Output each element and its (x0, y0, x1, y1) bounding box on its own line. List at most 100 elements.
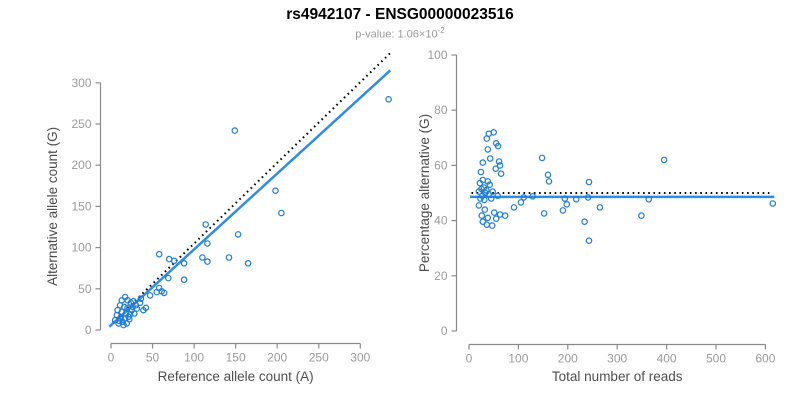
data-point (645, 196, 653, 203)
data-point (160, 289, 168, 297)
data-point (170, 257, 178, 265)
data-point (385, 96, 392, 103)
y-axis-title: Alternative allele count (G) (45, 127, 60, 286)
x-tick-label: 200 (267, 351, 287, 365)
x-axis-title: Total number of reads (552, 369, 683, 384)
data-point (494, 142, 502, 150)
data-point (133, 305, 141, 312)
data-point (478, 212, 486, 219)
data-point (118, 308, 126, 316)
data-point (501, 212, 509, 219)
data-point (121, 303, 128, 311)
data-point (581, 218, 588, 226)
data-point (120, 321, 127, 329)
data-point (486, 181, 494, 189)
data-point (477, 168, 485, 176)
data-point (137, 295, 145, 303)
data-point (146, 292, 154, 299)
data-point (510, 204, 518, 211)
data-point (204, 258, 211, 265)
data-point (136, 299, 144, 307)
data-point (204, 240, 211, 247)
y-tick-label: 50 (78, 282, 92, 296)
data-point (483, 221, 491, 229)
data-point (483, 135, 491, 142)
y-tick-label: 60 (434, 158, 448, 172)
data-point (563, 201, 571, 208)
data-point (538, 154, 546, 162)
data-point (244, 259, 252, 267)
right-plot: 0 20 40 60 80 100 0 100 200 300 400 500 600 Total num… (417, 48, 777, 384)
data-point (490, 209, 498, 216)
y-tick-label: 100 (71, 241, 91, 255)
y-tick-label: 0 (85, 323, 92, 337)
plot-title: rs4942107 - ENSG00000023516 (286, 6, 514, 23)
data-point (545, 178, 553, 185)
left-plot: 0 50 100 150 200 250 300 0 50 100 150 200 250 300 Refe… (45, 52, 392, 384)
data-point (199, 254, 206, 261)
y-tick-label: 150 (71, 199, 91, 213)
data-point (544, 171, 552, 179)
x-tick-label: 0 (108, 351, 115, 365)
x-tick-label: 300 (607, 352, 627, 366)
data-point (769, 200, 777, 207)
data-point (180, 276, 188, 284)
data-point (490, 129, 498, 136)
data-point (484, 214, 492, 222)
x-tick-label: 200 (558, 352, 578, 366)
data-point (155, 250, 163, 258)
data-point (529, 193, 537, 200)
data-point (585, 237, 593, 245)
data-point (126, 310, 134, 318)
data-point (585, 178, 593, 186)
data-point (165, 274, 172, 282)
data-point (488, 222, 496, 229)
data-point (484, 178, 492, 185)
data-point (278, 209, 285, 217)
data-point (202, 221, 210, 228)
data-point (492, 215, 500, 223)
x-tick-label: 100 (184, 351, 204, 365)
data-point (118, 296, 126, 304)
y-tick-label: 250 (71, 117, 91, 131)
pvalue-exponent: -2 (437, 25, 445, 35)
data-point (234, 231, 242, 238)
plot-subtitle: p-value: 1.06×10-2 (0, 26, 800, 41)
data-point (496, 162, 504, 169)
figure-header: rs4942107 - ENSG00000023516 p-value: 1.0… (0, 6, 800, 41)
data-point (572, 196, 580, 203)
data-point (272, 187, 279, 195)
data-point (494, 192, 502, 200)
data-point (476, 179, 484, 187)
fitted-line-solid (108, 69, 392, 328)
right-points (475, 129, 777, 245)
x-tick-label: 400 (657, 352, 677, 366)
y-axis-title: Percentage alternative (G) (417, 114, 432, 272)
data-point (495, 158, 503, 165)
data-point (142, 304, 150, 312)
data-point (231, 127, 239, 134)
y-tick-label: 20 (434, 269, 448, 283)
data-point (540, 210, 548, 217)
y-tick-label: 300 (71, 76, 91, 90)
x-tick-label: 150 (226, 351, 246, 365)
data-point (497, 170, 505, 178)
data-point (480, 196, 488, 204)
data-point (479, 159, 487, 166)
pvalue-text: p-value: 1.06×10 (355, 28, 438, 41)
x-tick-label: 300 (350, 351, 370, 365)
data-point (596, 204, 604, 211)
data-point (638, 212, 645, 219)
data-point (481, 206, 489, 213)
data-point (225, 254, 233, 261)
data-point (561, 195, 569, 202)
expected-line-dotted (111, 52, 391, 324)
data-point (660, 156, 668, 164)
data-point (489, 188, 497, 195)
data-point (559, 207, 567, 214)
y-tick-label: 100 (427, 48, 447, 62)
y-tick-label: 0 (441, 324, 448, 338)
data-point (517, 199, 525, 206)
